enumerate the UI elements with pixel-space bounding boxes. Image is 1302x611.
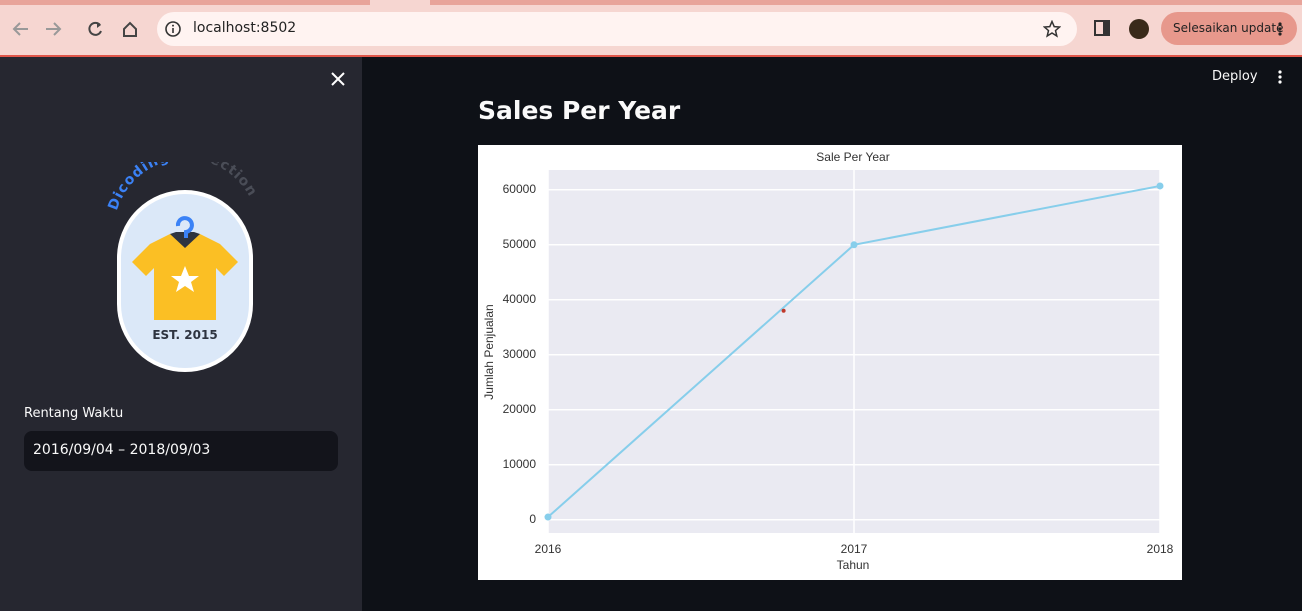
y-tick-label: 50000 — [503, 237, 537, 251]
sidepanel-icon[interactable] — [1094, 20, 1110, 36]
profile-avatar[interactable] — [1129, 19, 1149, 39]
close-sidebar[interactable] — [330, 71, 346, 87]
bookmark-star[interactable] — [1043, 20, 1061, 38]
url: localhost:8502 — [193, 20, 297, 36]
x-tick-label: 2018 — [1147, 542, 1174, 556]
chart-title: Sale Per Year — [816, 150, 889, 164]
y-tick-label: 40000 — [503, 292, 537, 306]
chart: Sale Per Year Tahun Jumlah Penjualan 0 10… — [478, 145, 1182, 580]
logo: Dicoding Collection EST. 2015 — [105, 162, 259, 372]
y-tick-label: 30000 — [503, 347, 537, 361]
page-heading: Sales Per Year — [478, 96, 681, 125]
x-axis-label: Tahun — [837, 558, 870, 572]
marker-point — [781, 308, 786, 313]
info-icon — [165, 21, 181, 37]
sidebar: Dicoding Collection EST. 2015 Rentang Wa… — [0, 57, 362, 611]
nav-buttons[interactable] — [8, 16, 148, 42]
address-bar[interactable]: localhost:8502 — [157, 12, 1077, 46]
y-tick-label: 60000 — [503, 182, 537, 196]
update-label: Selesaikan update — [1173, 21, 1284, 35]
date-label: Rentang Waktu — [24, 406, 124, 421]
x-tick-label: 2016 — [535, 542, 562, 556]
tab-strip — [430, 0, 1302, 5]
x-tick-label: 2017 — [841, 542, 868, 556]
y-tick-label: 0 — [529, 512, 536, 526]
deploy-button[interactable]: Deploy — [1212, 69, 1258, 84]
browser-toolbar: localhost:8502 Selesaikan update — [0, 0, 1302, 57]
logo-badge: EST. 2015 — [152, 328, 217, 342]
tab-strip — [0, 0, 370, 5]
y-tick-label: 10000 — [503, 457, 537, 471]
update-button[interactable]: Selesaikan update — [1161, 12, 1297, 45]
date-input[interactable]: 2016/09/04 – 2018/09/03 — [24, 431, 338, 471]
data-point — [544, 513, 552, 521]
y-axis-label: Jumlah Penjualan — [482, 304, 496, 399]
date-range: 2016/09/04 – 2018/09/03 — [33, 442, 211, 458]
main-menu[interactable] — [1277, 69, 1283, 85]
y-tick-label: 20000 — [503, 402, 537, 416]
data-point — [1156, 182, 1164, 190]
menu-dots — [1278, 22, 1282, 36]
data-point — [850, 241, 858, 249]
